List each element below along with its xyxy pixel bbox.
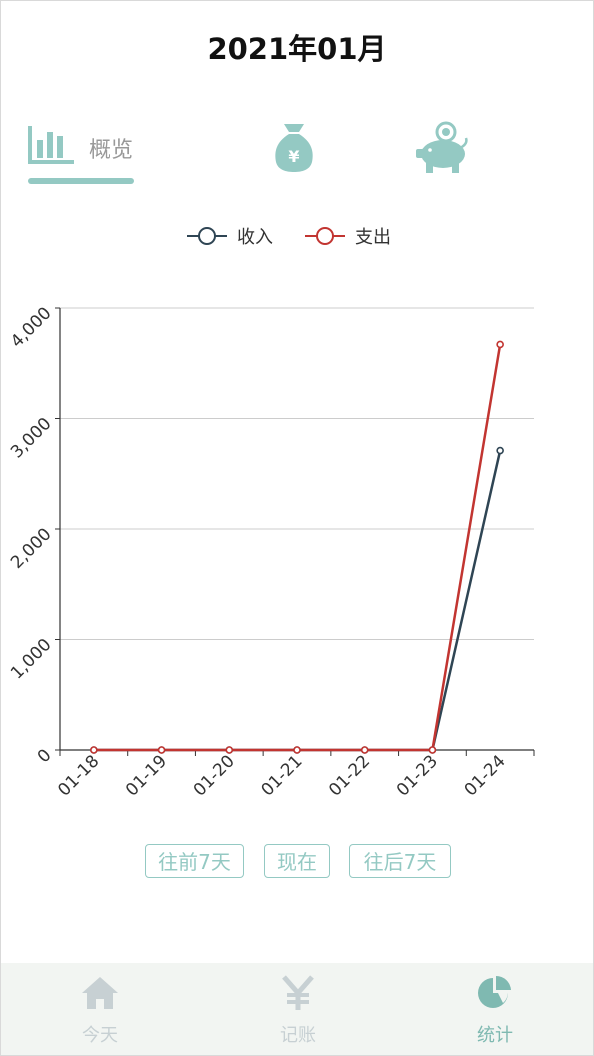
legend-marker-income — [187, 227, 227, 245]
y-tick-label: 1,000 — [7, 635, 56, 684]
bottom-navigation: 今天 记账 统计 — [1, 963, 593, 1055]
next-7-days-button[interactable]: 往后7天 — [349, 844, 451, 878]
chart-legend: 收入 支出 — [0, 220, 594, 252]
bottom-nav-bookkeeping[interactable]: 记账 — [238, 963, 358, 1055]
bottom-nav-today-label: 今天 — [82, 1025, 118, 1046]
data-point-expense — [157, 746, 166, 754]
legend-label-expense: 支出 — [355, 227, 391, 248]
y-tick-label: 4,000 — [7, 303, 56, 352]
y-tick-label: 2,000 — [7, 524, 56, 573]
piggy-bank-icon — [416, 121, 470, 178]
y-tick-label: 0 — [34, 745, 56, 767]
legend-marker-expense — [305, 227, 345, 245]
prev-7-days-button[interactable]: 往前7天 — [145, 844, 244, 878]
legend-item-income[interactable]: 收入 — [187, 220, 273, 252]
data-point-income — [496, 446, 504, 455]
x-tick-label: 01-23 — [393, 751, 442, 800]
now-button[interactable]: 现在 — [264, 844, 330, 878]
x-tick-label: 01-19 — [122, 751, 171, 800]
legend-item-expense[interactable]: 支出 — [305, 220, 391, 252]
date-range-controls: 往前7天 现在 往后7天 — [0, 844, 594, 884]
x-tick-label: 01-22 — [325, 751, 374, 800]
y-tick-label: 3,000 — [7, 414, 56, 463]
tab-overview-label: 概览 — [89, 138, 134, 163]
x-tick-label: 01-24 — [461, 751, 510, 800]
data-point-expense — [428, 746, 437, 754]
tab-bar: 概览 ¥ — [0, 118, 594, 198]
bottom-nav-statistics[interactable]: 统计 — [435, 963, 555, 1055]
home-icon — [40, 975, 160, 1015]
x-tick-label: 01-20 — [190, 751, 239, 800]
line-chart: 0 1,000 2,000 3,000 4,000 01-18 01-19 01-20 01-2… — [7, 303, 535, 800]
tab-overview[interactable]: 概览 — [28, 118, 158, 188]
active-tab-indicator — [28, 178, 134, 184]
bar-chart-icon — [28, 126, 74, 170]
data-point-expense — [90, 746, 98, 754]
bottom-nav-today[interactable]: 今天 — [40, 963, 160, 1055]
x-tick-label: 01-18 — [54, 751, 103, 800]
data-point-expense — [496, 340, 504, 349]
series-line-expense — [93, 344, 502, 752]
data-point-expense — [293, 746, 301, 754]
tab-money[interactable]: ¥ — [272, 118, 316, 188]
page-title: 2021年01月 — [207, 32, 387, 66]
x-tick-label: 01-21 — [257, 751, 306, 800]
pie-chart-icon — [435, 975, 555, 1015]
tab-savings[interactable] — [416, 118, 470, 188]
data-point-expense — [225, 746, 234, 754]
bottom-nav-statistics-label: 统计 — [477, 1025, 513, 1046]
svg-text:¥: ¥ — [288, 147, 299, 166]
money-bag-icon: ¥ — [272, 124, 316, 178]
yen-icon — [238, 975, 358, 1015]
bottom-nav-bookkeeping-label: 记账 — [280, 1025, 316, 1046]
data-point-expense — [360, 746, 369, 754]
legend-label-income: 收入 — [237, 227, 273, 248]
